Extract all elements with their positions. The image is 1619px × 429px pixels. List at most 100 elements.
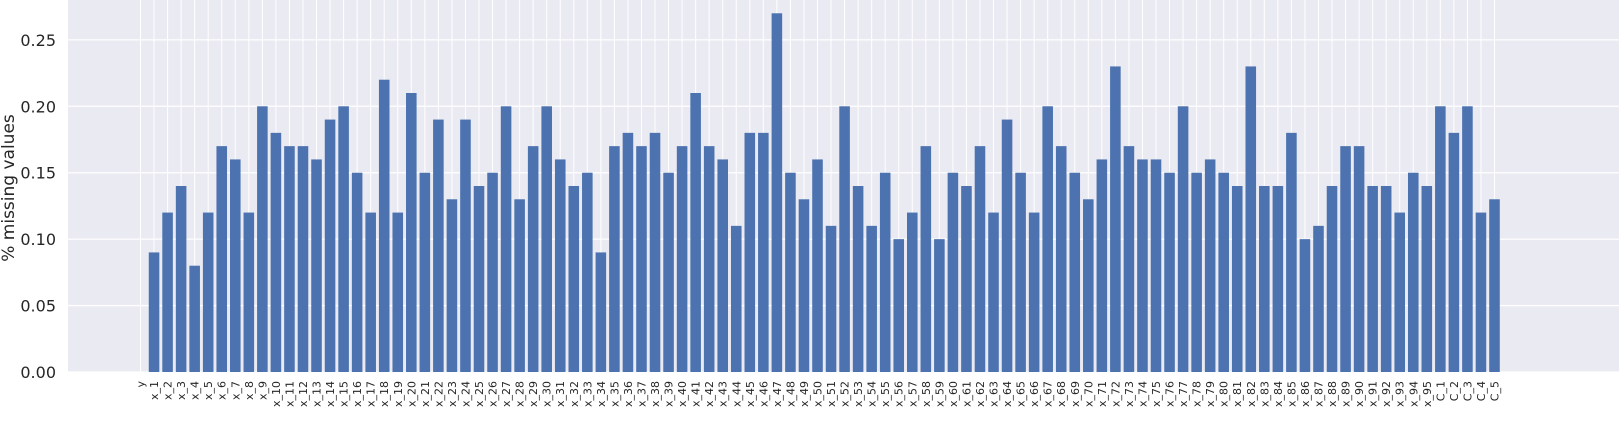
x-tick-labels: y x_1 x_2 x_3 x_4 x_5 x_6 x_7 x_8 x_9 x_10 x_11 x_12…: [135, 381, 1502, 408]
y-tick-labels: 0.00 0.05 0.10 0.15 0.20 0.25: [20, 31, 56, 382]
bar-c-5: [1489, 199, 1500, 372]
bar-x-56: [893, 239, 905, 372]
x-tick-label: C_5: [1489, 381, 1502, 401]
bar-x-72: [1110, 66, 1121, 372]
x-tick-label: x_84: [1272, 381, 1285, 407]
x-tick-label: x_72: [1109, 381, 1122, 407]
x-tick-label: x_17: [365, 381, 378, 407]
x-tick-label: C_2: [1448, 381, 1461, 401]
x-tick-label: x_49: [798, 381, 811, 407]
x-tick-label: x_58: [920, 381, 933, 407]
x-tick-label: x_43: [717, 381, 730, 407]
x-tick-label: x_76: [1164, 381, 1177, 407]
bar-x-49: [798, 199, 810, 372]
bar-x-18: [378, 79, 390, 372]
bar-x-71: [1096, 159, 1108, 372]
x-tick-label: x_87: [1312, 381, 1325, 407]
bar-x-50: [812, 159, 823, 372]
x-tick-label: x_71: [1096, 381, 1109, 407]
x-tick-label: x_63: [988, 381, 1001, 407]
bar-x-21: [419, 172, 431, 372]
x-tick-label: x_37: [635, 381, 648, 407]
y-tick-label: 0.05: [20, 297, 56, 316]
x-tick-label: x_19: [392, 381, 405, 407]
x-tick-label: x_2: [162, 381, 175, 400]
x-tick-label: x_38: [649, 381, 662, 407]
bar-x-85: [1286, 132, 1297, 372]
x-tick-label: x_22: [432, 381, 445, 407]
bar-x-10: [270, 132, 282, 372]
bar-x-25: [473, 186, 485, 372]
x-tick-label: x_70: [1082, 381, 1095, 407]
x-tick-label: x_9: [256, 381, 269, 400]
y-tick-label: 0.20: [20, 97, 56, 116]
bar-x-39: [663, 172, 674, 372]
x-tick-label: x_91: [1367, 381, 1380, 407]
x-tick-label: x_53: [852, 381, 865, 407]
x-tick-label: x_4: [189, 381, 202, 400]
x-tick-label: x_61: [960, 381, 973, 407]
bar-x-76: [1164, 172, 1175, 372]
y-tick-label: 0.00: [20, 363, 56, 382]
x-tick-label: x_82: [1245, 381, 1258, 407]
bar-c-2: [1448, 132, 1460, 372]
x-tick-label: x_11: [283, 381, 296, 407]
bar-x-14: [324, 119, 336, 372]
bar-x-32: [568, 186, 580, 372]
x-tick-label: x_54: [866, 381, 879, 407]
bar-x-8: [243, 212, 255, 372]
bar-x-93: [1394, 212, 1406, 372]
x-tick-label: x_39: [663, 381, 676, 407]
x-tick-label: x_83: [1258, 381, 1271, 407]
bar-x-47: [771, 13, 783, 373]
bar-x-87: [1313, 225, 1324, 372]
bar-x-54: [866, 225, 877, 372]
bar-x-75: [1150, 159, 1162, 372]
x-tick-label: x_31: [554, 381, 567, 407]
x-tick-label: x_40: [676, 381, 689, 407]
bar-x-48: [785, 172, 796, 372]
bar-x-30: [541, 106, 552, 373]
bar-x-79: [1204, 159, 1216, 372]
bar-x-40: [676, 146, 688, 372]
bar-x-58: [920, 146, 932, 372]
x-tick-label: x_68: [1055, 381, 1068, 407]
bar-x-89: [1340, 146, 1351, 372]
bar-x-6: [216, 146, 228, 372]
bar-x-9: [257, 106, 268, 373]
bar-x-43: [717, 159, 729, 372]
bar-x-5: [202, 212, 214, 372]
x-tick-label: x_15: [338, 381, 351, 407]
bar-x-13: [311, 159, 322, 372]
bar-x-52: [839, 106, 850, 373]
bar-x-3: [175, 186, 187, 372]
bar-x-68: [1055, 146, 1067, 372]
x-tick-label: x_88: [1326, 381, 1339, 407]
bar-x-42: [703, 146, 715, 372]
x-tick-label: x_93: [1394, 381, 1407, 407]
x-tick-label: x_56: [893, 381, 906, 407]
x-tick-label: x_21: [419, 381, 432, 407]
x-tick-label: x_80: [1218, 381, 1231, 407]
x-tick-label: x_90: [1353, 381, 1366, 407]
x-tick-label: x_74: [1136, 381, 1149, 407]
x-tick-label: x_55: [879, 381, 892, 407]
bar-x-28: [514, 199, 525, 372]
x-tick-label: x_67: [1042, 381, 1055, 407]
x-tick-label: x_36: [622, 381, 635, 407]
bar-x-29: [527, 146, 539, 372]
x-tick-label: C_1: [1434, 381, 1447, 401]
x-tick-label: x_81: [1231, 381, 1244, 407]
x-tick-label: x_29: [527, 381, 540, 407]
bar-x-31: [554, 159, 566, 372]
bar-x-53: [852, 186, 864, 372]
bar-x-4: [189, 265, 200, 372]
bar-x-65: [1015, 172, 1026, 372]
x-tick-label: x_50: [812, 381, 825, 407]
bar-x-92: [1380, 186, 1392, 372]
bar-x-78: [1191, 172, 1202, 372]
bar-x-24: [460, 119, 471, 372]
x-tick-label: x_16: [351, 381, 364, 407]
x-tick-label: x_25: [473, 381, 486, 407]
bar-x-95: [1421, 186, 1433, 372]
